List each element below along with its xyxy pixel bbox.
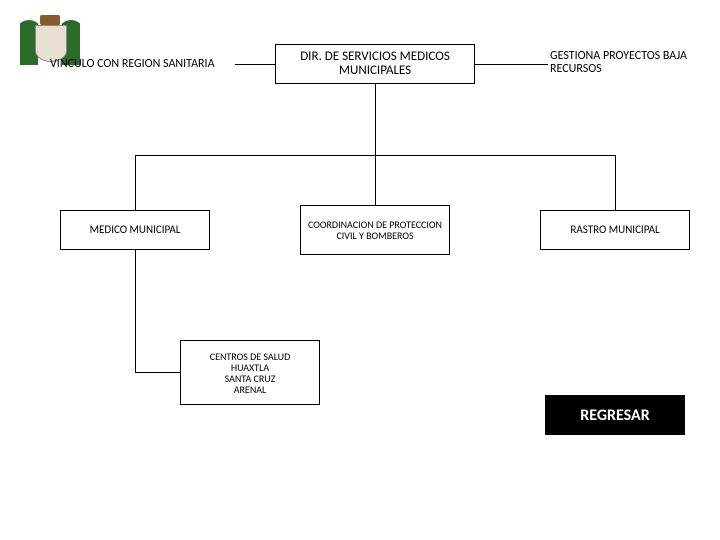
- vinculo-text: VINCULO CON REGION SANITARIA: [50, 58, 250, 71]
- centros-salud-box: CENTROS DE SALUD HUAXTLA SANTA CRUZ AREN…: [180, 340, 320, 405]
- municipal-logo: [15, 10, 85, 85]
- connector-line: [235, 64, 275, 65]
- medico-municipal-box: MEDICO MUNICIPAL: [60, 210, 210, 250]
- dir-servicios-box: DIR. DE SERVICIOS MEDICOS MUNICIPALES: [275, 44, 475, 84]
- connector-line: [135, 155, 136, 210]
- connector-line: [135, 372, 180, 373]
- gestiona-text: GESTIONA PROYECTOS BAJA RECURSOS: [550, 50, 720, 76]
- rastro-municipal-box: RASTRO MUNICIPAL: [540, 210, 690, 250]
- connector-line: [475, 64, 548, 65]
- connector-line: [375, 84, 376, 155]
- connector-line: [615, 155, 616, 210]
- connector-line: [135, 250, 136, 372]
- regresar-button[interactable]: REGRESAR: [545, 395, 685, 435]
- coordinacion-box: COORDINACION DE PROTECCION CIVIL Y BOMBE…: [300, 205, 450, 255]
- connector-line: [375, 155, 376, 205]
